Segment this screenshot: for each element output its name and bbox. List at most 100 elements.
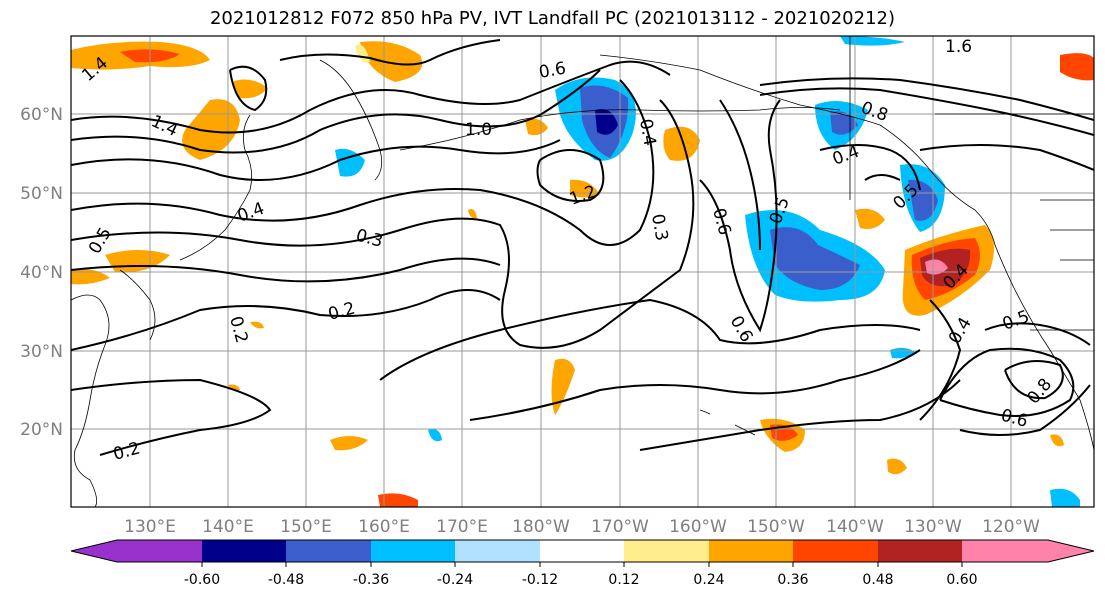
coast-na-west: [994, 244, 1094, 451]
map-title: 2021012812 F072 850 hPa PV, IVT Landfall…: [209, 8, 896, 29]
shade-orange: [250, 321, 264, 329]
shade-orange: [1060, 53, 1094, 81]
shade-light-blue: [890, 347, 915, 359]
contour-line: [536, 149, 605, 202]
colorbar-tick-label: 0.24: [693, 572, 724, 588]
lat-label: 20°N: [20, 420, 63, 440]
shade-orange: [887, 458, 907, 475]
colorbar-segment: [624, 540, 709, 562]
contour-line: [71, 79, 655, 246]
coast-hawaii: [699, 409, 756, 436]
coast-korea-japan: [119, 114, 253, 341]
contour-line: [699, 99, 781, 333]
longitude-labels: 130°E 140°E 150°E 160°E 170°E 180°W 170°…: [124, 517, 1040, 537]
shade-orange: [551, 358, 575, 415]
shade-orange: [378, 493, 418, 507]
colorbar-tick-label: 0.12: [608, 572, 639, 588]
contour-label: 0.6: [999, 406, 1030, 432]
lon-label: 140°W: [826, 517, 884, 537]
contour-label: 0.6: [537, 59, 567, 83]
contour-line: [71, 139, 561, 181]
contour-label: 0.5: [1000, 307, 1032, 335]
contour-label: 0.8: [1024, 375, 1057, 409]
contour-label: 0.2: [326, 299, 357, 325]
contour-line: [639, 379, 961, 451]
contour-line: [71, 60, 671, 134]
colorbar-tick-label: 0.60: [946, 572, 977, 588]
colorbar-tick-label: -0.60: [184, 572, 220, 588]
contour-line: [279, 39, 501, 66]
lon-label: 170°E: [436, 517, 488, 537]
latitude-labels: 60°N 50°N 40°N 30°N 20°N: [20, 105, 63, 440]
shade-orange: [468, 209, 477, 219]
lat-label: 30°N: [20, 342, 63, 362]
contour-line: [919, 144, 1094, 171]
colorbar-segment: [793, 540, 878, 562]
colorbar: -0.60 -0.48 -0.36 -0.24 -0.12 0.12 0.24 …: [70, 539, 1095, 588]
colorbar-extend-low: [71, 540, 117, 562]
contour-label: 0.3: [354, 226, 385, 252]
coast-asia: [71, 294, 110, 507]
coast-alaska: [599, 54, 996, 246]
shade-pink: [925, 259, 948, 275]
lon-label: 160°W: [669, 517, 727, 537]
colorbar-tick-label: -0.48: [268, 572, 304, 588]
contour-line: [959, 384, 1091, 436]
shade-light-blue: [840, 36, 905, 46]
contour-line: [939, 322, 1091, 417]
contour-label: 1.4: [148, 111, 181, 141]
colorbar-segment: [878, 540, 963, 562]
contour-label: 0.5: [85, 224, 116, 257]
shade-light-blue: [428, 429, 442, 442]
borders-na: [849, 36, 1094, 331]
contour-label: 0.3: [647, 212, 671, 242]
shade-orange: [663, 126, 700, 161]
shade-navy: [595, 109, 618, 135]
shade-light-blue: [1050, 488, 1080, 507]
colorbar-segment: [117, 540, 202, 562]
colorbar-segment: [202, 540, 287, 562]
lon-label: 150°E: [280, 517, 332, 537]
lat-label: 40°N: [20, 263, 63, 283]
contour-line: [71, 99, 695, 349]
contour-line: [759, 87, 1094, 136]
map-frame: [70, 35, 1095, 508]
contour-label: 0.4: [635, 117, 659, 147]
contour-label: 0.6: [708, 206, 734, 237]
contour-line: [819, 144, 921, 191]
shade-orange: [330, 436, 368, 451]
pv-contours: [71, 39, 1094, 456]
colorbar-segment: [709, 540, 794, 562]
contour-line: [71, 257, 501, 283]
shade-orange: [525, 118, 548, 136]
lon-label: 150°W: [747, 517, 805, 537]
lon-label: 140°E: [202, 517, 254, 537]
contour-label: 0.2: [111, 439, 142, 465]
contour-line: [919, 299, 962, 421]
shade-orange: [855, 208, 885, 229]
shade-orange: [360, 41, 423, 82]
contour-label: 0.2: [225, 314, 251, 345]
contour-line: [719, 99, 761, 251]
lon-label: 120°W: [982, 517, 1040, 537]
shade-orange: [105, 250, 170, 273]
colorbar-tick-label: -0.36: [353, 572, 389, 588]
colorbar-segment: [455, 540, 540, 562]
shade-blue: [908, 179, 938, 221]
colorbar-tick-label: 0.48: [862, 572, 893, 588]
shade-orange: [232, 79, 268, 99]
shade-blue: [830, 111, 858, 135]
colorbar-outline: [70, 539, 1095, 563]
contour-label: 1.6: [945, 37, 972, 57]
lon-label: 180°W: [512, 517, 570, 537]
lon-label: 160°E: [358, 517, 410, 537]
colorbar-extend-high: [1048, 540, 1094, 562]
colorbar-tick-label: -0.24: [437, 572, 473, 588]
colorbar-segment: [962, 540, 1048, 562]
shade-blue: [770, 227, 860, 290]
colorbar-segment: [540, 540, 625, 562]
contour-line: [469, 349, 921, 421]
contour-line: [1004, 360, 1064, 400]
coast-kamchatka: [319, 59, 383, 181]
